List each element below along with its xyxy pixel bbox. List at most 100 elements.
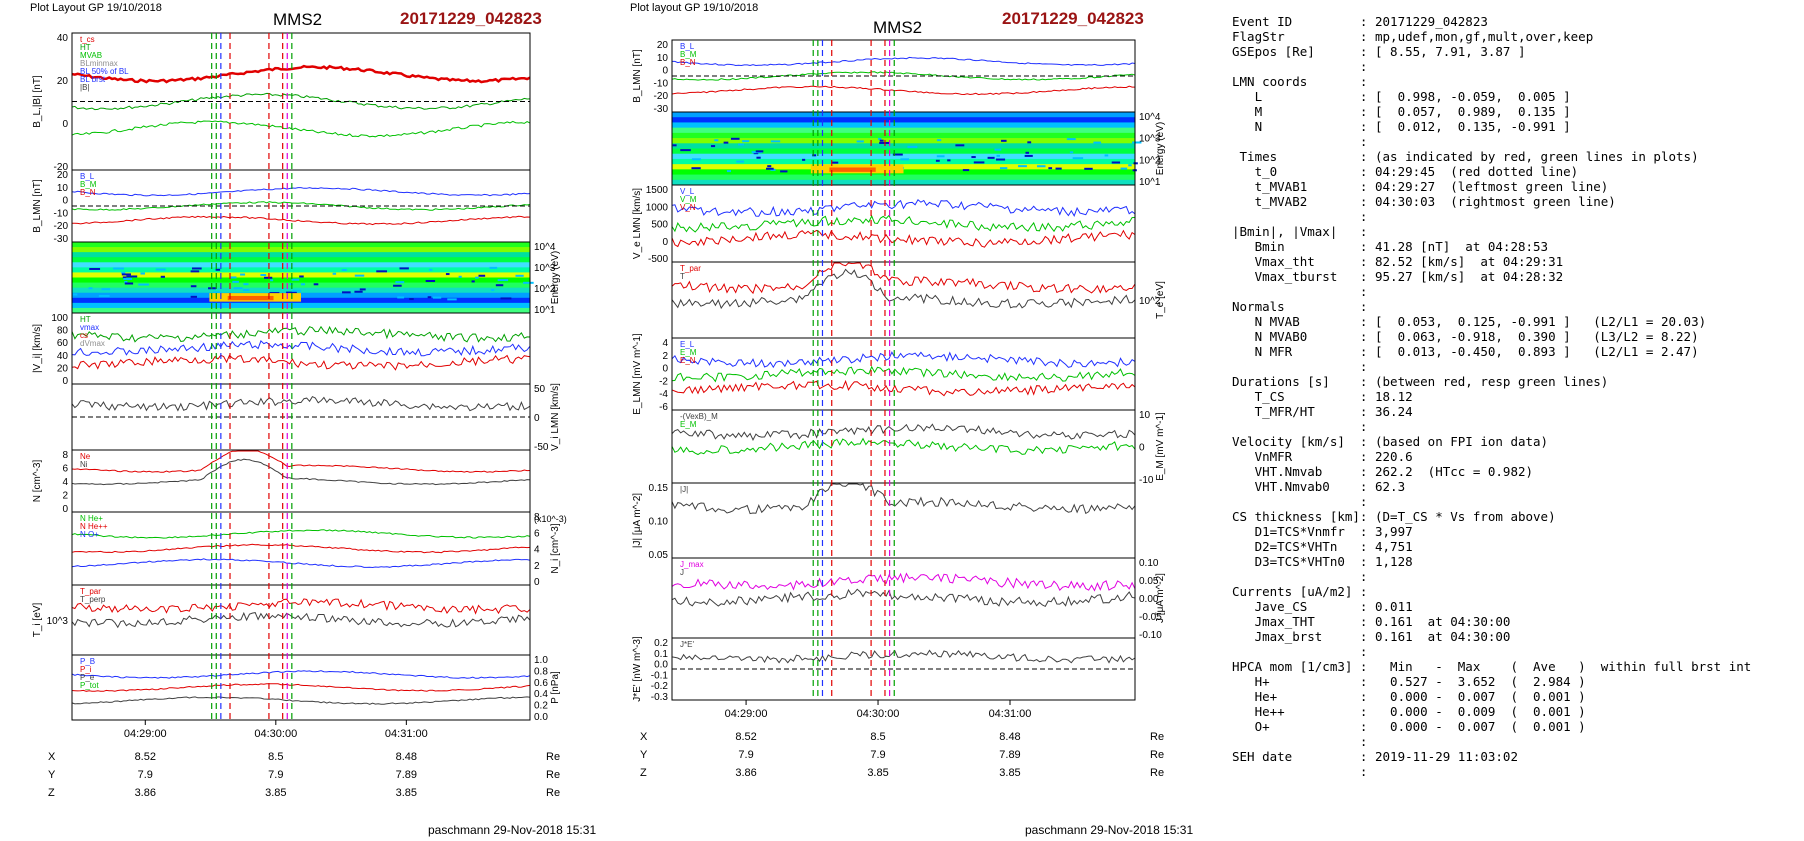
legend-entry: P_tot xyxy=(80,681,99,690)
info-line: t_MVAB1 : 04:29:27 (leftmost green line) xyxy=(1232,179,1609,194)
position-row-label: Z xyxy=(48,787,55,799)
y-tick-label: 10^4 xyxy=(534,242,556,253)
series-line xyxy=(71,598,531,615)
spectrogram-speck xyxy=(458,275,462,278)
spectrogram-speck xyxy=(1133,162,1138,165)
legend-entry: J_max xyxy=(680,560,704,569)
spectrogram-speck xyxy=(445,273,450,276)
position-unit: Re xyxy=(1150,767,1164,779)
y-tick-label: 0 xyxy=(662,237,668,248)
spectrogram-speck xyxy=(994,148,1002,151)
legend-entry: V_N xyxy=(680,203,696,212)
spectrogram-speck xyxy=(742,140,750,143)
y-tick-label: -10 xyxy=(54,208,69,219)
info-line: t_MVAB2 : 04:30:03 (rightmost green line… xyxy=(1232,194,1616,209)
y-tick-label: -6 xyxy=(659,402,668,413)
position-value: 8.52 xyxy=(135,751,156,763)
spectrogram-speck xyxy=(190,285,197,288)
y-tick-label: 1000 xyxy=(646,202,669,213)
y-tick-label: 8 xyxy=(534,512,540,523)
spectrogram-speck xyxy=(447,298,457,301)
spectrogram-speck xyxy=(971,156,976,159)
spectrogram-speck xyxy=(680,149,691,152)
series-line xyxy=(71,325,531,343)
y-tick-label: 20 xyxy=(57,363,69,374)
position-value: 7.89 xyxy=(999,749,1020,761)
y-tick-label: 8 xyxy=(62,450,68,461)
spectrogram-band xyxy=(72,242,530,248)
legend-entry: B_L xyxy=(680,42,695,51)
y-tick-label: 50 xyxy=(534,384,546,395)
panel-frame xyxy=(671,409,1136,484)
spectrogram-speck xyxy=(190,295,197,298)
spectrogram-speck xyxy=(1018,165,1027,168)
spectrogram-speck xyxy=(955,144,965,147)
info-line: VHT.Nmvab : 262.2 (HTcc = 0.982) xyxy=(1232,464,1534,479)
y-tick-label: 40 xyxy=(57,351,69,362)
legend-entry: N He+ xyxy=(80,514,103,523)
y-tick-label: 2 xyxy=(662,351,668,362)
spectrogram-speck xyxy=(342,291,351,294)
left-spacecraft-label: MMS2 xyxy=(273,10,323,29)
y-tick-label: 0 xyxy=(62,119,68,130)
series-line xyxy=(71,683,531,692)
legend-entry: |J| xyxy=(680,485,688,494)
spectrogram-speck xyxy=(124,282,134,285)
spectrogram-speck xyxy=(191,267,202,270)
info-line: He++ : 0.000 - 0.009 ( 0.001 ) xyxy=(1232,704,1586,719)
spectrogram-speck xyxy=(879,139,884,142)
series-line xyxy=(71,670,531,679)
spectrogram-speck xyxy=(1072,157,1084,160)
info-line: Normals : xyxy=(1232,299,1368,314)
legend-entry: BL brst xyxy=(80,75,106,84)
y-tick-label: 10^3 xyxy=(47,616,69,627)
series-line xyxy=(71,450,531,473)
spectrogram-speck xyxy=(233,287,243,290)
spectrogram-speck xyxy=(232,280,239,283)
spectrogram-band xyxy=(672,117,1135,123)
legend-entry: -(VexB)_M xyxy=(680,412,718,421)
y-tick-label: -10 xyxy=(654,78,669,89)
y-tick-label: 0.0 xyxy=(534,712,548,723)
position-value: 7.9 xyxy=(138,769,153,781)
panel-frame xyxy=(671,482,1136,559)
time-tick-label: 04:29:00 xyxy=(124,728,167,740)
legend-entry: V_L xyxy=(680,187,695,196)
spectrogram-speck xyxy=(341,269,347,272)
position-unit: Re xyxy=(546,787,560,799)
spectrogram-speck xyxy=(88,287,93,290)
y-tick-label: -20 xyxy=(54,221,69,232)
spectrogram-speck xyxy=(767,165,772,168)
series-line xyxy=(671,214,1136,233)
spectrogram-speck xyxy=(359,288,366,291)
spectrogram-speck xyxy=(313,283,319,286)
spectrogram-speck xyxy=(1048,167,1053,170)
legend-entry: BL 50% of BL xyxy=(80,67,129,76)
spectrogram-speck xyxy=(260,274,267,277)
series-line xyxy=(71,92,531,111)
y-tick-label: 0.15 xyxy=(649,483,669,494)
info-line: Currents [uA/m2] : xyxy=(1232,584,1368,599)
y-tick-label: 6 xyxy=(534,528,540,539)
position-row-label: X xyxy=(48,751,56,763)
position-value: 8.52 xyxy=(735,731,756,743)
spectrogram-speck xyxy=(395,281,405,284)
y-tick-label: 2 xyxy=(534,561,540,572)
info-line: |Bmin|, |Vmax| : xyxy=(1232,224,1368,239)
y-axis-label: T_e [eV] xyxy=(1155,281,1166,319)
y-tick-label: 0.05 xyxy=(649,550,669,561)
spectrogram-speck xyxy=(354,290,363,293)
series-line xyxy=(71,543,531,554)
spectrogram-speck xyxy=(213,291,222,294)
info-line: N MVAB : [ 0.053, 0.125, -0.991 ] (L2/L1… xyxy=(1232,314,1707,329)
y-tick-label: 0 xyxy=(62,196,68,207)
spectrogram-speck xyxy=(1069,151,1074,154)
spectrogram-speck xyxy=(1120,167,1128,170)
info-line: VHT.Nmvab0 : 62.3 xyxy=(1232,479,1406,494)
info-line: Velocity [km/s] : (based on FPI ion data… xyxy=(1232,434,1549,449)
y-tick-label: 0 xyxy=(662,364,668,375)
y-tick-label: 4 xyxy=(662,338,668,349)
legend-entry: cs xyxy=(80,331,88,340)
spectrogram-band xyxy=(72,262,530,268)
y-axis-label: Energy (eV) xyxy=(550,251,561,304)
